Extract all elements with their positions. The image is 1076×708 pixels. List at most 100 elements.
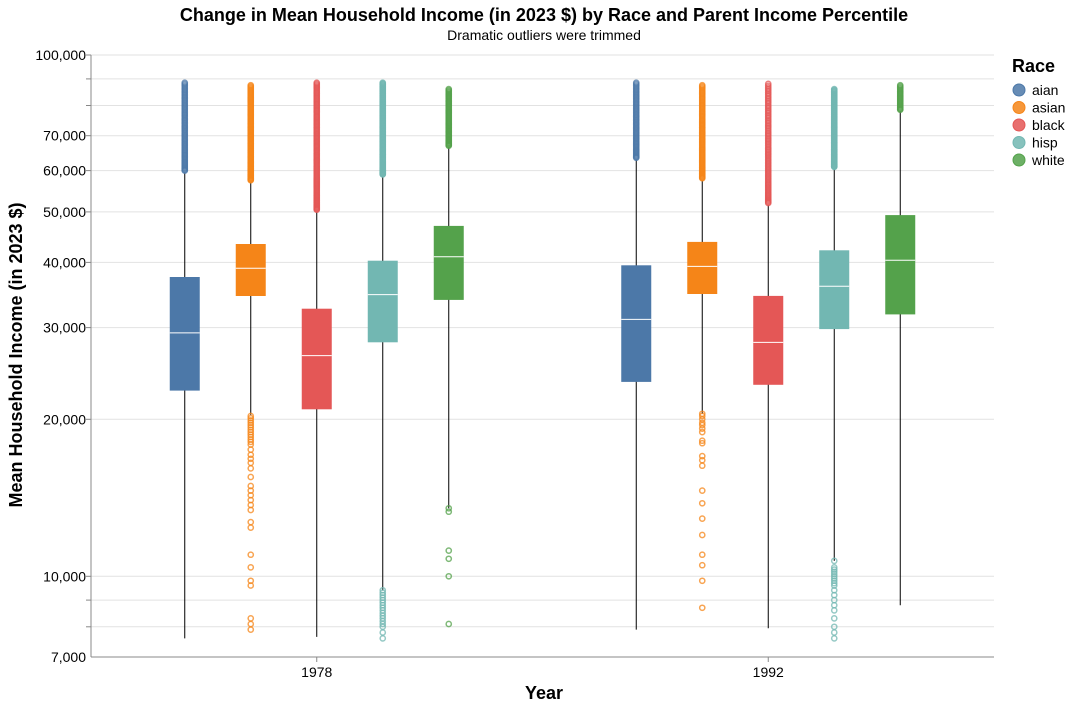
- outlier-point: [830, 564, 838, 571]
- grid: [91, 54, 994, 628]
- outlier-point: [247, 455, 255, 463]
- outlier-point: [445, 620, 453, 628]
- outlier-point: [445, 547, 453, 554]
- outlier-point: [247, 564, 255, 571]
- outlier-point: [698, 439, 706, 447]
- outlier-point: [379, 79, 387, 87]
- outlier-point: [247, 81, 255, 89]
- outlier-point: [698, 531, 706, 539]
- outlier-point: [247, 465, 255, 472]
- box-iqr: [819, 250, 850, 330]
- outlier-point: [247, 620, 255, 628]
- outlier-point: [896, 81, 904, 89]
- outlier-point: [445, 508, 453, 516]
- box-black-1978: [301, 79, 332, 637]
- legend-symbol-aian: [1012, 83, 1026, 97]
- outlier-point: [698, 81, 706, 89]
- box-asian-1992: [687, 81, 718, 612]
- outlier-point: [247, 615, 255, 622]
- outlier-point: [830, 629, 838, 636]
- box-iqr: [235, 244, 266, 296]
- box-hisp-1978: [367, 79, 398, 642]
- box-iqr: [621, 265, 652, 382]
- outlier-point: [445, 85, 453, 93]
- outlier-point: [181, 79, 189, 87]
- chart-title: Change in Mean Household Income (in 2023…: [180, 5, 908, 25]
- legend-symbol-hisp: [1012, 136, 1026, 149]
- y-tick-label: 7,000: [51, 649, 86, 665]
- y-tick-label: 100,000: [35, 47, 86, 63]
- outlier-point: [247, 438, 255, 446]
- outlier-point: [830, 579, 838, 587]
- outlier-point: [698, 412, 706, 420]
- legend-symbol-black: [1012, 118, 1026, 132]
- y-tick-label: 70,000: [43, 128, 86, 144]
- box-iqr: [301, 308, 332, 410]
- outlier-point: [445, 504, 453, 512]
- box-hisp-1992: [819, 85, 850, 642]
- box-black-1992: [753, 80, 784, 629]
- outlier-point: [698, 499, 706, 507]
- outlier-point: [698, 561, 706, 569]
- outlier-point: [830, 566, 838, 573]
- outlier-point: [698, 437, 706, 445]
- legend-symbol-white: [1012, 153, 1026, 167]
- outlier-point: [698, 577, 706, 585]
- box-aian-1978: [169, 79, 200, 639]
- chart-subtitle: Dramatic outliers were trimmed: [447, 27, 641, 43]
- x-tick-label: 1992: [753, 664, 784, 680]
- outlier-point: [698, 604, 706, 612]
- outlier-point: [247, 506, 255, 514]
- outlier-point: [445, 555, 453, 563]
- box-iqr: [753, 295, 784, 385]
- outlier-point: [830, 557, 838, 565]
- box-aian-1992: [621, 79, 652, 630]
- outlier-point: [379, 620, 387, 628]
- outlier-point: [379, 635, 387, 642]
- y-axis-title: Mean Household Income (in 2023 $): [6, 202, 26, 507]
- legend-label-hisp: hisp: [1032, 135, 1058, 151]
- legend-title: Race: [1012, 56, 1055, 76]
- outlier-point: [830, 635, 838, 642]
- box-iqr: [367, 260, 398, 343]
- box-iqr: [433, 225, 464, 300]
- box-iqr: [885, 215, 916, 315]
- box-white-1978: [433, 85, 464, 628]
- x-axis: 1978 1992: [91, 656, 994, 680]
- legend-symbol-asian: [1012, 101, 1026, 114]
- outlier-point: [247, 582, 255, 589]
- outlier-point: [379, 629, 387, 636]
- outlier-point: [698, 515, 706, 522]
- outlier-point: [698, 421, 706, 429]
- box-iqr: [169, 277, 200, 391]
- y-tick-label: 30,000: [43, 320, 86, 336]
- box-white-1992: [885, 81, 916, 606]
- outlier-point: [313, 79, 321, 87]
- y-tick-label: 10,000: [43, 568, 86, 584]
- outlier-point: [830, 615, 838, 622]
- legend-label-asian: asian: [1032, 100, 1065, 116]
- box-asian-1978: [235, 81, 266, 633]
- box-iqr: [687, 241, 718, 294]
- y-tick-label: 20,000: [43, 411, 86, 427]
- outlier-point: [698, 462, 706, 470]
- outlier-point: [830, 607, 838, 614]
- outlier-point: [764, 80, 772, 88]
- x-axis-title: Year: [525, 683, 563, 703]
- outlier-point: [247, 551, 255, 559]
- y-tick-label: 60,000: [43, 163, 86, 179]
- outlier-point: [698, 428, 706, 436]
- y-tick-label: 40,000: [43, 254, 86, 270]
- legend-label-white: white: [1031, 152, 1065, 168]
- legend-label-black: black: [1032, 117, 1066, 133]
- legend-label-aian: aian: [1032, 82, 1058, 98]
- outlier-point: [698, 551, 706, 559]
- outlier-point: [247, 518, 255, 526]
- y-tick-label: 50,000: [43, 204, 86, 220]
- outlier-point: [247, 473, 255, 481]
- x-tick-label: 1978: [301, 664, 332, 680]
- y-axis: 7,000 10,000 20,000 30,000 40,000 50,000 60,00…: [35, 47, 92, 665]
- outlier-point: [698, 487, 706, 494]
